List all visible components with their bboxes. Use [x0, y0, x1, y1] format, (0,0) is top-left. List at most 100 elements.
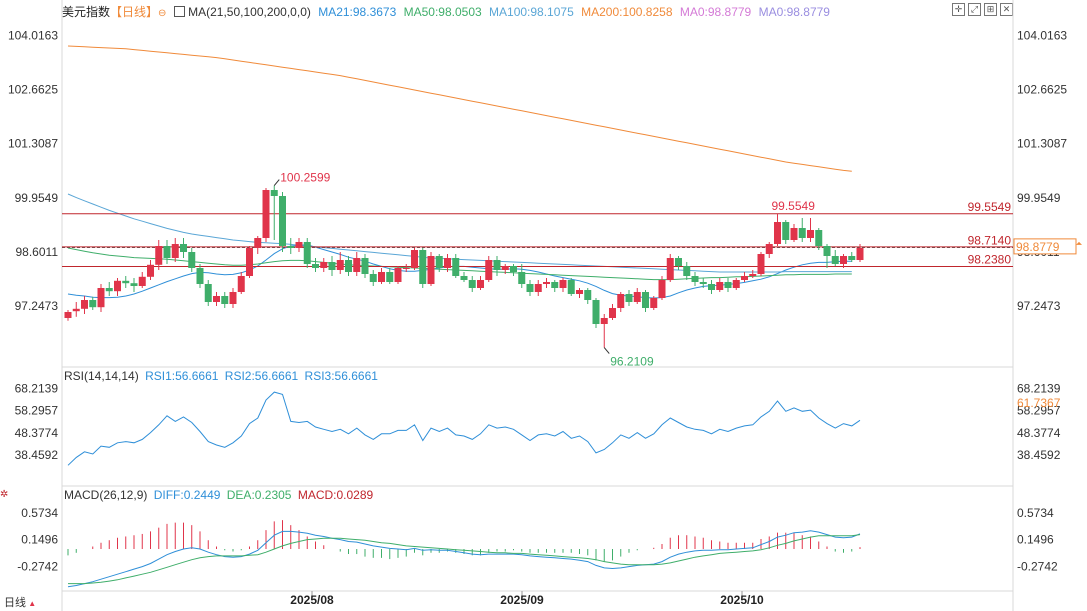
macd-params: MACD(26,12,9): [64, 488, 148, 502]
dea-line: [68, 534, 861, 585]
candle-body: [683, 266, 691, 276]
candle-body: [477, 280, 484, 288]
candle-body: [361, 258, 369, 274]
macd-header: MACD(26,12,9) DIFF:0.2449 DEA:0.2305 MAC…: [64, 488, 373, 502]
macd-tick-right: 0.5734: [1017, 506, 1054, 520]
candle-body: [279, 196, 286, 246]
candle-body: [72, 308, 80, 312]
grid-icon[interactable]: ⊞: [984, 3, 997, 16]
ma100-line: [67, 193, 852, 273]
price-tick-right: 104.0163: [1017, 28, 1067, 42]
candle-body: [138, 276, 146, 286]
diff-value: DIFF:0.2449: [153, 488, 221, 502]
period-tab[interactable]: 日线 ▲: [4, 596, 36, 611]
candle-body: [691, 276, 699, 282]
candle-body: [122, 280, 130, 284]
candle-body: [180, 244, 187, 252]
rsi-tick-left: 58.2957: [15, 404, 59, 418]
candle-body: [287, 246, 295, 248]
ma0-value-b: MA0:98.8779: [758, 5, 830, 19]
candle-body: [534, 284, 542, 292]
crosshair-icon[interactable]: ✛: [952, 3, 965, 16]
price-tick-right: 97.2473: [1017, 299, 1061, 313]
gear-icon[interactable]: ✲: [0, 489, 9, 500]
candle-body: [105, 288, 113, 292]
candle-body: [221, 296, 229, 304]
period-tab-label: 日线: [4, 597, 26, 609]
candle-body: [642, 292, 649, 308]
rsi-header: RSI(14,14,14) RSI1:56.6661 RSI2:56.6661 …: [64, 369, 378, 383]
instrument-name: 美元指数: [62, 5, 111, 19]
ma100-value: MA100:98.1075: [489, 5, 574, 19]
price-tick-left: 97.2473: [15, 299, 59, 313]
price-tick-left: 98.6011: [16, 245, 59, 259]
low-label: 96.2109: [610, 355, 654, 369]
x-tick-label: 2025/10: [720, 593, 764, 607]
candle-body: [130, 283, 138, 286]
candle-body: [526, 284, 534, 292]
candle-body: [609, 308, 616, 318]
candle-body: [576, 290, 583, 294]
candle-body: [848, 256, 856, 260]
price-tick-left: 104.0163: [8, 28, 58, 42]
settings-icon[interactable]: ⊖: [158, 8, 167, 19]
macd-value: MACD:0.0289: [297, 488, 374, 502]
candle-body: [237, 276, 245, 292]
candle-body: [823, 246, 831, 256]
candle-body: [378, 272, 385, 282]
level-label: 98.2380: [968, 252, 1012, 266]
candle-body: [196, 268, 204, 284]
diff-line: [67, 530, 861, 588]
candle-body: [493, 260, 501, 270]
level-label: 99.5549: [968, 200, 1012, 214]
candle-body: [411, 250, 418, 268]
candle-body: [856, 248, 864, 260]
candle-body: [666, 258, 674, 280]
candle-body: [386, 272, 394, 282]
dea-value: DEA:0.2305: [226, 488, 292, 502]
expand-icon[interactable]: ⤢: [968, 3, 981, 16]
ma50-value: MA50:98.0503: [403, 5, 482, 19]
candle-body: [452, 258, 460, 276]
candle-body: [501, 266, 509, 270]
candle-body: [567, 280, 575, 294]
ma-toggle-icon[interactable]: [173, 6, 185, 17]
current-price-marker: [1076, 241, 1082, 245]
candle-body: [708, 284, 715, 290]
candle-body: [807, 230, 814, 238]
candle-body: [163, 246, 171, 258]
price-tick-left: 99.9549: [15, 191, 59, 205]
candle-body: [419, 250, 427, 284]
candle-body: [460, 276, 468, 280]
candle-body: [798, 228, 806, 238]
candle-body: [782, 222, 790, 240]
ma200-value: MA200:100.8258: [581, 5, 673, 19]
candle-body: [757, 254, 765, 274]
low-marker: [603, 347, 610, 354]
period-label[interactable]: 【日线】: [110, 5, 159, 19]
candle-body: [213, 296, 220, 302]
candle-body: [625, 294, 633, 302]
candle-body: [246, 248, 253, 276]
candle-body: [262, 190, 270, 238]
candle-body: [270, 190, 278, 196]
rsi-current-label: 61.7367: [1017, 396, 1061, 410]
ma0-value-a: MA0:98.8779: [679, 5, 752, 19]
candle-body: [303, 242, 311, 264]
candle-body: [551, 282, 559, 288]
ma50-line: [67, 247, 852, 281]
ma21-value: MA21:98.3673: [318, 5, 397, 19]
candle-body: [328, 262, 336, 270]
candle-body: [840, 256, 847, 264]
candle-body: [600, 318, 608, 324]
rsi-tick-left: 48.3774: [15, 426, 59, 440]
rsi-tick-left: 38.4592: [15, 448, 59, 462]
rsi2-value: RSI2:56.6661: [224, 369, 299, 383]
price-tick-right: 99.9549: [1017, 191, 1061, 205]
recent-high-label: 99.5549: [772, 199, 816, 213]
candle-body: [510, 266, 517, 272]
candle-body: [114, 280, 121, 292]
candle-body: [295, 242, 303, 248]
candle-body: [402, 268, 410, 269]
